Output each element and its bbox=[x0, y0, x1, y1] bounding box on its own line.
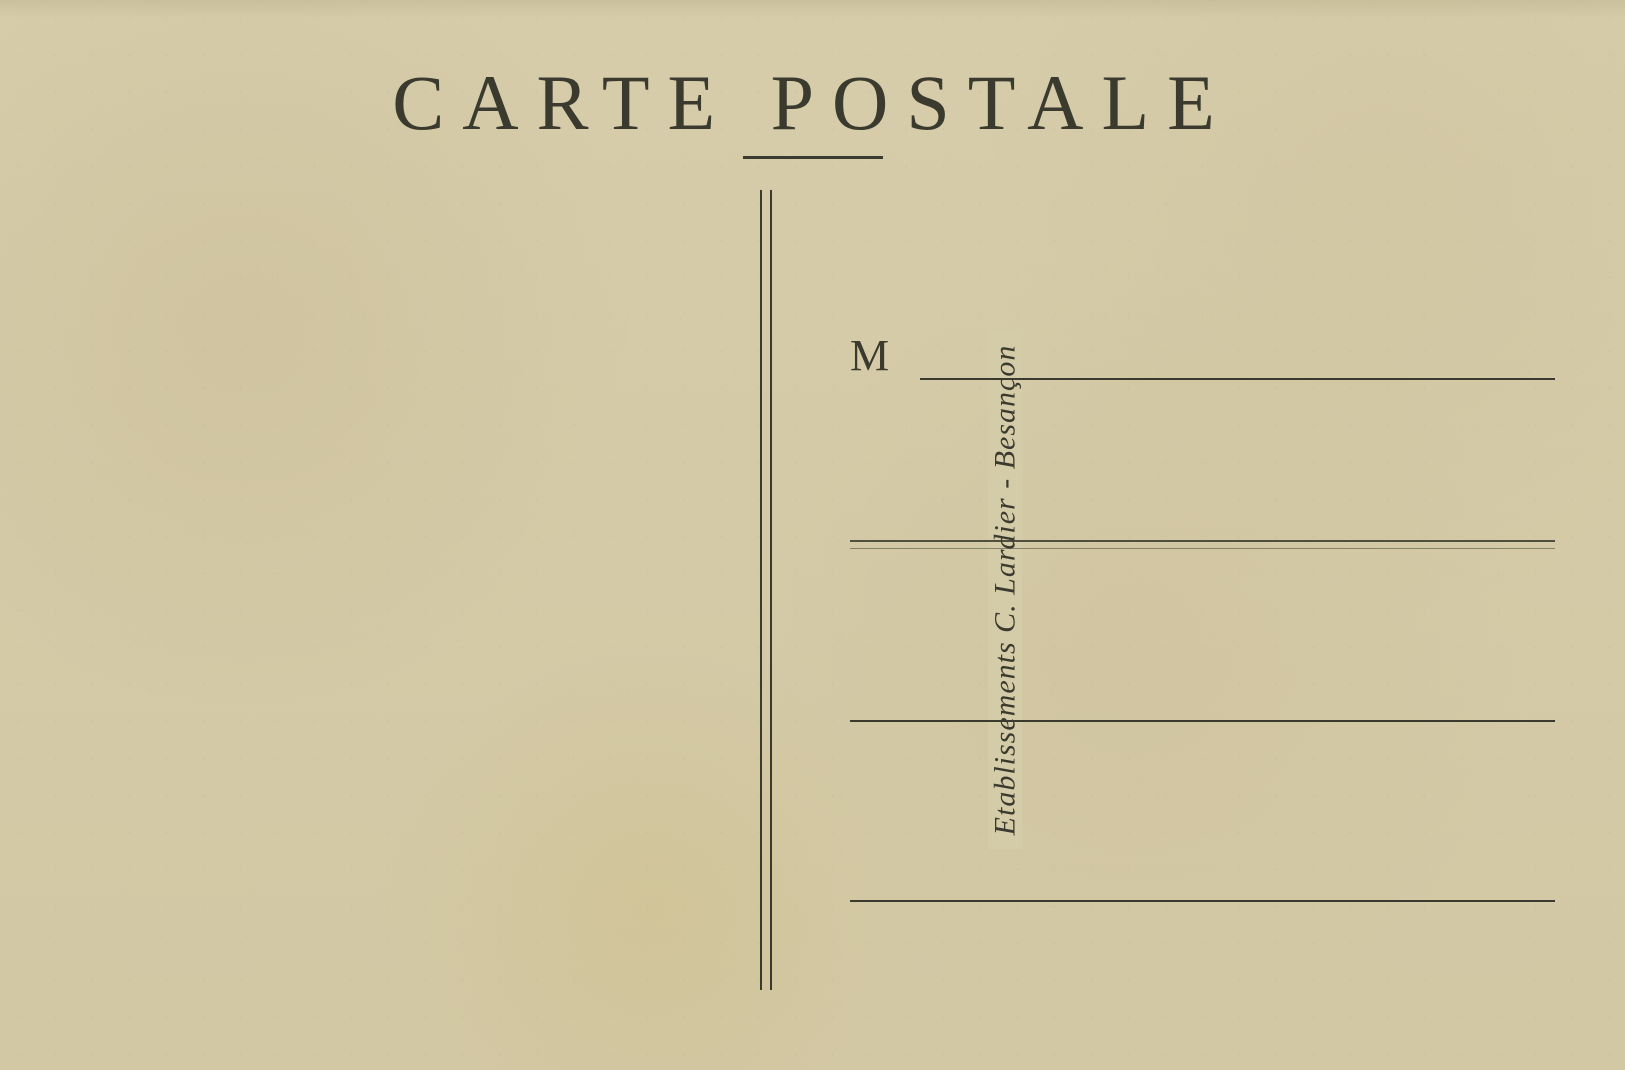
card-title: CARTE POSTALE bbox=[0, 58, 1625, 148]
address-line-3 bbox=[850, 720, 1555, 722]
address-line-2-shadow bbox=[850, 548, 1555, 549]
divider-line-right bbox=[770, 190, 772, 990]
address-line-2 bbox=[850, 540, 1555, 542]
top-edge-shadow bbox=[0, 0, 1625, 18]
address-line-1 bbox=[920, 378, 1555, 380]
divider-line-left bbox=[760, 190, 762, 990]
addressee-prefix: M bbox=[850, 330, 891, 381]
title-underline bbox=[743, 156, 883, 159]
address-line-4 bbox=[850, 900, 1555, 902]
paper-texture bbox=[0, 0, 1625, 1070]
publisher-imprint: Etablissements C. Lardier - Besançon bbox=[988, 331, 1022, 850]
